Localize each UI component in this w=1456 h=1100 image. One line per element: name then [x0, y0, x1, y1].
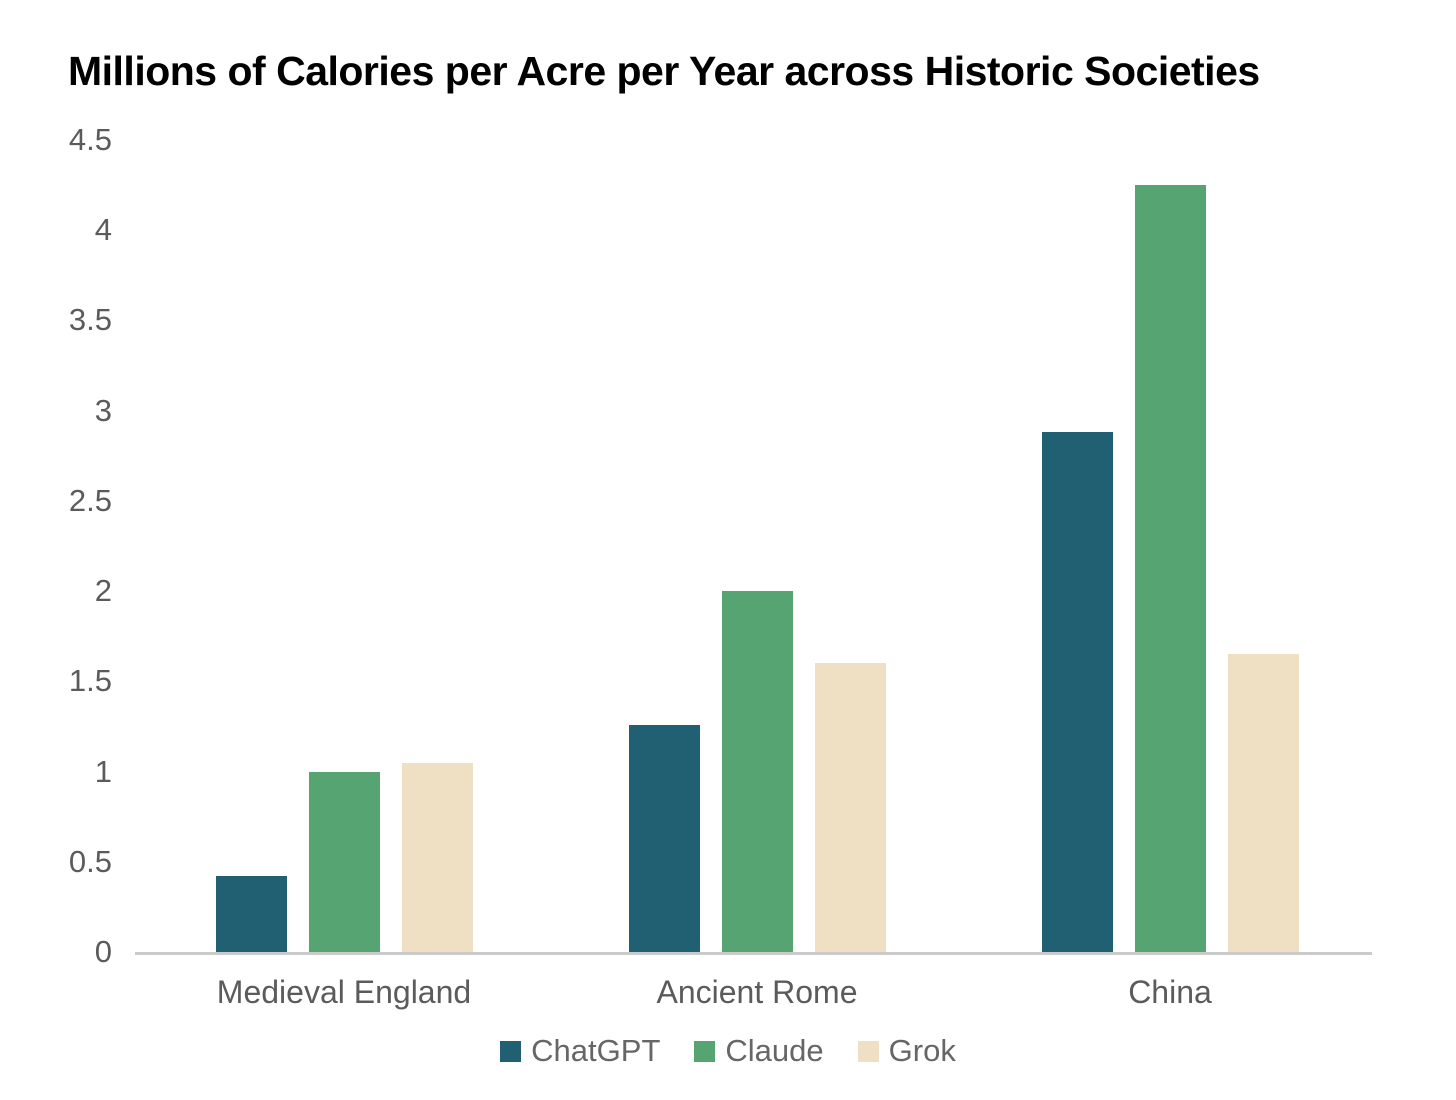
category-label-china: China: [1128, 974, 1212, 1010]
bar-chatgpt-medieval-england: [215, 876, 287, 952]
legend-swatch-icon: [694, 1040, 716, 1062]
bar-claude-china: [1134, 185, 1206, 952]
bar-chatgpt-ancient-rome: [628, 724, 700, 952]
y-tick-label: 2.5: [68, 482, 112, 518]
category-label-medieval-england: Medieval England: [216, 974, 472, 1010]
category-label-ancient-rome: Ancient Rome: [656, 974, 858, 1010]
bar-group-china: [1041, 185, 1299, 952]
bar-chatgpt-china: [1041, 432, 1113, 952]
y-tick-label: 0.5: [68, 843, 112, 879]
legend-label: ChatGPT: [531, 1033, 661, 1068]
legend-item-grok: Grok: [857, 1033, 956, 1069]
plot-area: [135, 140, 1372, 955]
y-tick-label: 4.5: [68, 122, 112, 157]
y-axis-labels: 0 0.5 1 1.5 2 2.5 3 3.5 4 4.5: [0, 0, 112, 1100]
legend-item-claude: Claude: [694, 1033, 824, 1069]
bar-grok-china: [1227, 654, 1299, 952]
legend-swatch-icon: [857, 1040, 879, 1062]
bar-group-ancient-rome: [628, 591, 886, 952]
legend-item-chatgpt: ChatGPT: [500, 1033, 660, 1069]
legend-label: Claude: [725, 1033, 824, 1068]
bar-grok-ancient-rome: [814, 663, 886, 952]
bar-claude-ancient-rome: [721, 591, 793, 952]
y-tick-label: 1: [94, 753, 112, 789]
bar-grok-medieval-england: [401, 762, 473, 952]
y-tick-label: 3.5: [68, 302, 112, 338]
legend-swatch-icon: [500, 1040, 522, 1062]
y-tick-label: 3: [94, 392, 112, 428]
bar-group-medieval-england: [215, 762, 473, 952]
y-tick-label: 0: [94, 934, 112, 969]
y-tick-label: 1.5: [68, 663, 112, 699]
legend-label: Grok: [888, 1033, 956, 1068]
y-tick-label: 4: [94, 212, 112, 248]
legend: ChatGPT Claude Grok: [0, 1033, 1456, 1069]
chart-title: Millions of Calories per Acre per Year a…: [68, 48, 1260, 94]
y-tick-label: 2: [94, 573, 112, 609]
bar-claude-medieval-england: [308, 771, 380, 952]
